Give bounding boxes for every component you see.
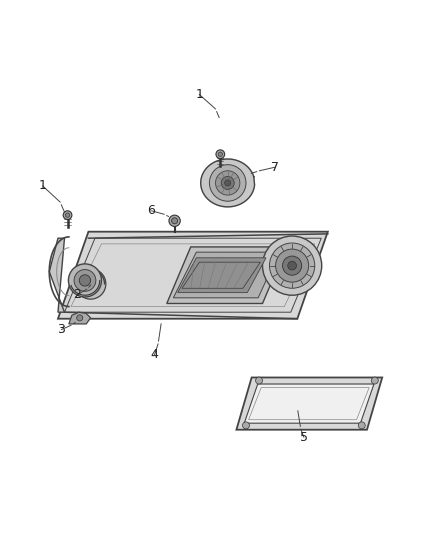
Circle shape: [68, 264, 102, 297]
Circle shape: [225, 180, 231, 186]
Text: 7: 7: [271, 161, 279, 174]
Circle shape: [243, 422, 250, 429]
Circle shape: [63, 211, 72, 220]
Text: 4: 4: [151, 348, 159, 361]
Circle shape: [77, 315, 83, 321]
Circle shape: [269, 243, 315, 288]
Text: 3: 3: [57, 323, 65, 336]
Text: 1: 1: [39, 180, 47, 192]
Circle shape: [255, 377, 262, 384]
Circle shape: [283, 256, 302, 275]
Polygon shape: [49, 238, 64, 312]
Polygon shape: [237, 377, 382, 430]
Circle shape: [75, 269, 106, 299]
Polygon shape: [58, 232, 328, 319]
Circle shape: [215, 171, 240, 195]
Circle shape: [288, 261, 297, 270]
Circle shape: [218, 152, 223, 156]
Circle shape: [221, 176, 234, 189]
Polygon shape: [244, 384, 374, 423]
Text: 2: 2: [74, 288, 81, 301]
Circle shape: [79, 275, 91, 286]
Polygon shape: [201, 159, 254, 207]
Polygon shape: [173, 252, 279, 298]
Circle shape: [81, 274, 100, 294]
Circle shape: [262, 236, 322, 295]
Circle shape: [371, 377, 378, 384]
Circle shape: [172, 218, 178, 224]
Circle shape: [276, 249, 309, 282]
Polygon shape: [178, 258, 266, 293]
Circle shape: [169, 215, 180, 227]
Polygon shape: [69, 312, 91, 324]
Circle shape: [74, 270, 96, 292]
Text: 1: 1: [195, 88, 203, 101]
Text: 6: 6: [148, 204, 155, 217]
Circle shape: [216, 150, 225, 158]
Polygon shape: [167, 247, 286, 303]
Circle shape: [86, 279, 95, 288]
Circle shape: [358, 422, 365, 429]
Circle shape: [65, 213, 70, 217]
Circle shape: [209, 165, 246, 201]
Text: 5: 5: [300, 431, 308, 443]
